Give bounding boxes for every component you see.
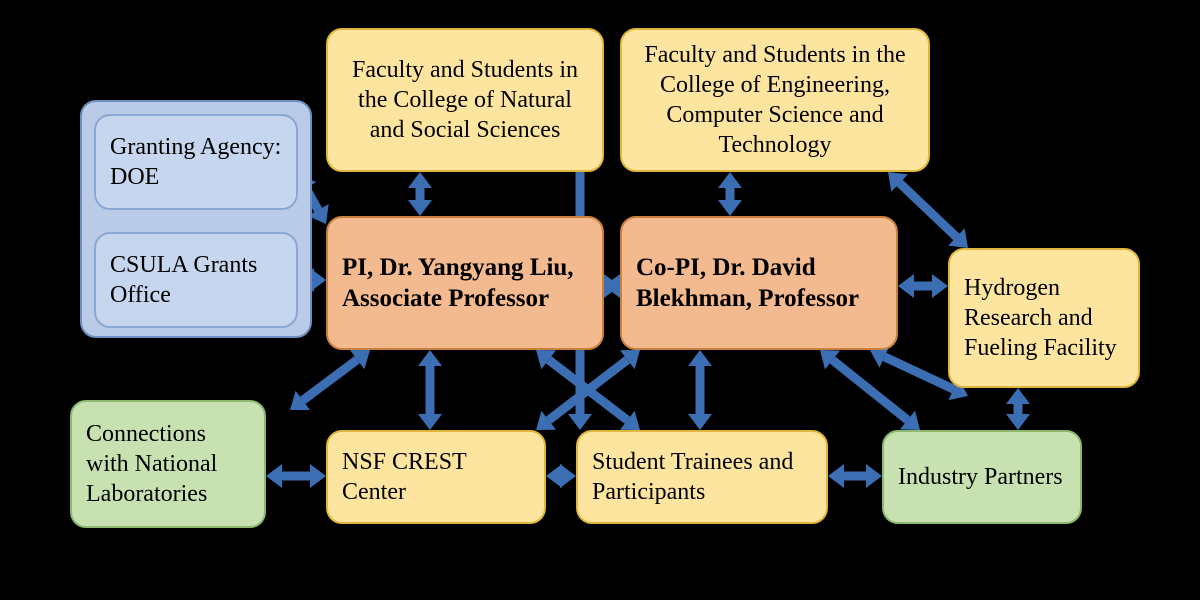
node-ecs: Faculty and Students in the College of E…	[620, 28, 930, 172]
edge	[290, 350, 370, 410]
edge	[888, 172, 968, 248]
edge	[688, 350, 712, 430]
node-label-csula: CSULA Grants Office	[110, 250, 282, 310]
node-label-hydrogen: Hydrogen Research and Fueling Facility	[964, 273, 1124, 363]
edge	[718, 172, 742, 216]
node-hydrogen: Hydrogen Research and Fueling Facility	[948, 248, 1140, 388]
edge	[266, 464, 326, 488]
node-crest: NSF CREST Center	[326, 430, 546, 524]
node-natlabs: Connections with National Laboratories	[70, 400, 266, 528]
edge	[828, 464, 882, 488]
edge	[820, 350, 920, 430]
node-label-pi: PI, Dr. Yangyang Liu, Associate Professo…	[342, 252, 588, 315]
edge	[536, 350, 640, 430]
diagram-stage: Granting Agency: DOE CSULA Grants Office F…	[0, 0, 1200, 600]
node-label-trainees: Student Trainees and Participants	[592, 447, 812, 507]
node-industry: Industry Partners	[882, 430, 1082, 524]
node-label-industry: Industry Partners	[898, 462, 1066, 492]
edge	[1006, 388, 1030, 430]
edge	[418, 350, 442, 430]
node-pi: PI, Dr. Yangyang Liu, Associate Professo…	[326, 216, 604, 350]
edge	[604, 274, 620, 298]
node-label-crest: NSF CREST Center	[342, 447, 530, 507]
edge	[536, 350, 640, 430]
edge	[898, 274, 948, 298]
node-copi: Co-PI, Dr. David Blekhman, Professor	[620, 216, 898, 350]
edge	[546, 464, 576, 488]
node-label-nss: Faculty and Students in the College of N…	[342, 55, 588, 145]
node-label-ecs: Faculty and Students in the College of E…	[636, 40, 914, 160]
node-doe: Granting Agency: DOE	[94, 114, 298, 210]
node-trainees: Student Trainees and Participants	[576, 430, 828, 524]
edge	[408, 172, 432, 216]
node-nss: Faculty and Students in the College of N…	[326, 28, 604, 172]
node-label-natlabs: Connections with National Laboratories	[86, 419, 250, 509]
node-label-copi: Co-PI, Dr. David Blekhman, Professor	[636, 252, 882, 315]
node-csula: CSULA Grants Office	[94, 232, 298, 328]
node-label-doe: Granting Agency: DOE	[110, 132, 282, 192]
